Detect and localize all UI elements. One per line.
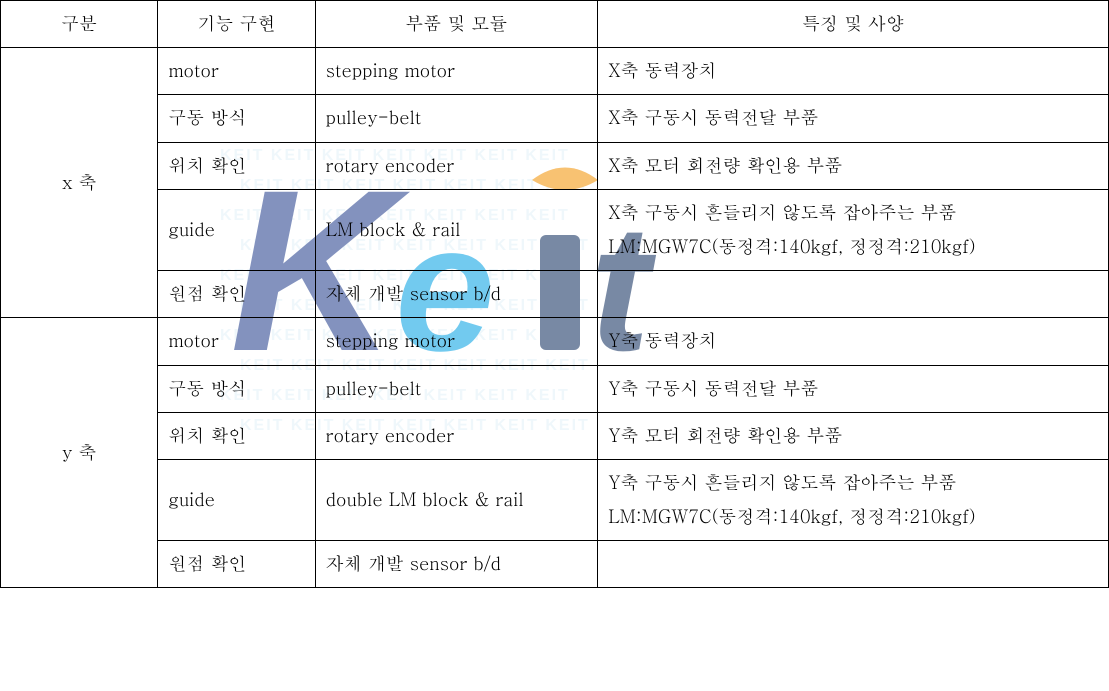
cell-func: 위치 확인 [158, 412, 315, 459]
cell-spec [598, 271, 1109, 318]
cell-parts: stepping motor [315, 318, 598, 365]
cell-func: motor [158, 318, 315, 365]
table-row: 원점 확인 자체 개발 sensor b/d [1, 541, 1109, 588]
cell-func: 위치 확인 [158, 142, 315, 189]
cell-func: guide [158, 459, 315, 540]
table-row: 구동 방식 pulley-belt Y축 구동시 동력전달 부품 [1, 365, 1109, 412]
table-row: y 축 motor stepping motor Y축 동력장치 [1, 318, 1109, 365]
cell-parts: rotary encoder [315, 142, 598, 189]
cell-parts: LM block & rail [315, 189, 598, 270]
header-col3: 부품 및 모듈 [315, 1, 598, 48]
cell-spec: Y축 모터 회전량 확인용 부품 [598, 412, 1109, 459]
cell-func: 구동 방식 [158, 365, 315, 412]
table-row: guide LM block & rail X축 구동시 흔들리지 않도록 잡아… [1, 189, 1109, 270]
header-col4: 특징 및 사양 [598, 1, 1109, 48]
cell-func: 원점 확인 [158, 271, 315, 318]
cell-func: 구동 방식 [158, 95, 315, 142]
table-row: 위치 확인 rotary encoder Y축 모터 회전량 확인용 부품 [1, 412, 1109, 459]
table-row: 원점 확인 자체 개발 sensor b/d [1, 271, 1109, 318]
group-label-y: y 축 [1, 318, 158, 588]
cell-parts: rotary encoder [315, 412, 598, 459]
cell-func: motor [158, 48, 315, 95]
cell-spec: Y축 구동시 흔들리지 않도록 잡아주는 부품LM:MGW7C(동정격:140k… [598, 459, 1109, 540]
cell-parts: double LM block & rail [315, 459, 598, 540]
header-col1: 구분 [1, 1, 158, 48]
cell-parts: 자체 개발 sensor b/d [315, 541, 598, 588]
cell-spec: X축 모터 회전량 확인용 부품 [598, 142, 1109, 189]
cell-spec: Y축 구동시 동력전달 부품 [598, 365, 1109, 412]
spec-table: 구분 기능 구현 부품 및 모듈 특징 및 사양 x 축 motor stepp… [0, 0, 1109, 588]
table-row: 위치 확인 rotary encoder X축 모터 회전량 확인용 부품 [1, 142, 1109, 189]
table-row: 구동 방식 pulley-belt X축 구동시 동력전달 부품 [1, 95, 1109, 142]
cell-func: guide [158, 189, 315, 270]
group-label-x: x 축 [1, 48, 158, 318]
cell-parts: pulley-belt [315, 95, 598, 142]
header-col2: 기능 구현 [158, 1, 315, 48]
cell-spec: X축 구동시 흔들리지 않도록 잡아주는 부품LM:MGW7C(동정격:140k… [598, 189, 1109, 270]
cell-spec [598, 541, 1109, 588]
cell-parts: 자체 개발 sensor b/d [315, 271, 598, 318]
cell-spec: X축 구동시 동력전달 부품 [598, 95, 1109, 142]
cell-spec: X축 동력장치 [598, 48, 1109, 95]
cell-parts: stepping motor [315, 48, 598, 95]
table-row: x 축 motor stepping motor X축 동력장치 [1, 48, 1109, 95]
cell-func: 원점 확인 [158, 541, 315, 588]
cell-parts: pulley-belt [315, 365, 598, 412]
cell-spec: Y축 동력장치 [598, 318, 1109, 365]
table-row: guide double LM block & rail Y축 구동시 흔들리지… [1, 459, 1109, 540]
header-row: 구분 기능 구현 부품 및 모듈 특징 및 사양 [1, 1, 1109, 48]
